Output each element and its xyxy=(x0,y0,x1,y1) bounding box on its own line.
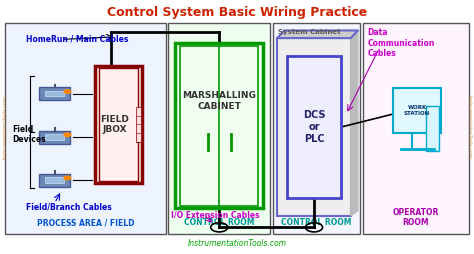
Circle shape xyxy=(64,176,71,180)
Bar xyxy=(46,134,64,140)
Text: InstrumentationTools.com: InstrumentationTools.com xyxy=(466,95,472,159)
Text: I/O Extension Cables: I/O Extension Cables xyxy=(171,210,259,219)
Text: CONTROL ROOM: CONTROL ROOM xyxy=(281,218,352,227)
Bar xyxy=(39,87,70,101)
Bar xyxy=(39,174,70,187)
Text: DCS
or
PLC: DCS or PLC xyxy=(303,110,325,144)
Bar xyxy=(180,46,258,206)
Text: InstrumentationTools.com: InstrumentationTools.com xyxy=(188,239,286,248)
Text: Data
Communication
Cables: Data Communication Cables xyxy=(367,28,435,58)
Text: System Cabinet: System Cabinet xyxy=(278,29,341,35)
Bar xyxy=(95,66,142,183)
Text: WORK
STATION: WORK STATION xyxy=(404,105,430,116)
Bar xyxy=(287,56,341,198)
Bar xyxy=(363,23,469,234)
Bar xyxy=(39,131,70,144)
Bar xyxy=(136,107,141,142)
Polygon shape xyxy=(351,30,358,216)
Circle shape xyxy=(64,90,71,93)
Bar xyxy=(393,88,441,133)
Text: InstrumentationTools.com: InstrumentationTools.com xyxy=(2,95,8,159)
Bar xyxy=(168,23,270,234)
Bar xyxy=(175,43,263,208)
Text: OPERATOR
ROOM: OPERATOR ROOM xyxy=(393,208,439,227)
Circle shape xyxy=(64,133,71,136)
Bar xyxy=(277,38,351,216)
Text: CONTROL ROOM: CONTROL ROOM xyxy=(184,218,255,227)
Text: Field
Devices: Field Devices xyxy=(12,125,46,144)
Text: Field/Branch Cables: Field/Branch Cables xyxy=(26,202,112,212)
Bar xyxy=(273,23,360,234)
Text: Control System Basic Wiring Practice: Control System Basic Wiring Practice xyxy=(107,6,367,19)
Text: FIELD
JBOX: FIELD JBOX xyxy=(100,115,129,134)
Bar xyxy=(46,91,64,97)
Bar xyxy=(46,177,64,183)
Text: MARSHALLING
CABINET: MARSHALLING CABINET xyxy=(182,91,256,111)
Bar xyxy=(5,23,166,234)
Text: HomeRun / Main Cables: HomeRun / Main Cables xyxy=(26,35,128,44)
Polygon shape xyxy=(277,30,358,38)
Bar xyxy=(99,68,138,181)
Text: PROCESS AREA / FIELD: PROCESS AREA / FIELD xyxy=(36,218,134,227)
Bar xyxy=(426,106,439,151)
